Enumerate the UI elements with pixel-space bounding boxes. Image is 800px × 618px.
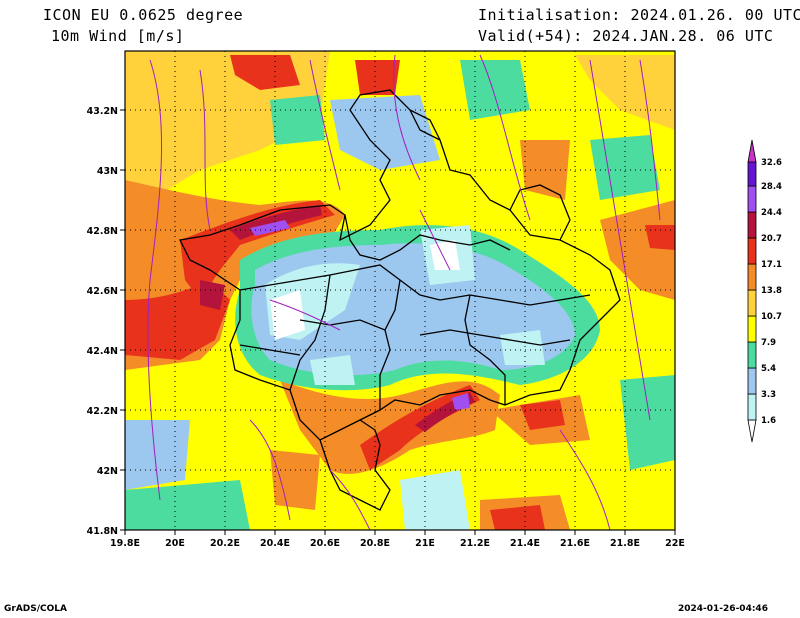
x-tick-label: 22E [665, 538, 685, 549]
x-tick-label: 20.2E [210, 538, 240, 549]
variable-title: 10m Wind [m/s] [51, 27, 185, 45]
x-tick-label: 20E [165, 538, 185, 549]
legend-low-arrow [747, 419, 757, 443]
wind-field [125, 51, 675, 530]
y-tick-label: 42.8N [87, 226, 118, 237]
legend-swatch [747, 237, 757, 265]
color-legend [747, 139, 757, 443]
y-tick-label: 42.4N [87, 346, 118, 357]
legend-swatch [747, 315, 757, 343]
legend-label: 13.8 [761, 286, 782, 296]
x-tick-label: 21.6E [560, 538, 590, 549]
legend-label: 17.1 [761, 260, 782, 270]
valid-time: Valid(+54): 2024.JAN.28. 06 UTC [478, 27, 774, 45]
legend-swatch [747, 161, 757, 187]
footer-credit: GrADS/COLA [4, 604, 67, 614]
grid-lines [125, 51, 675, 530]
x-tick-label: 21E [415, 538, 435, 549]
y-tick-label: 42.2N [87, 406, 118, 417]
legend-swatch [747, 341, 757, 369]
legend-high-arrow [747, 139, 757, 163]
legend-swatch [747, 393, 757, 421]
legend-label: 3.3 [761, 390, 776, 400]
y-tick-label: 42N [97, 466, 118, 477]
legend-swatch [747, 211, 757, 239]
country-borders [179, 89, 621, 511]
legend-swatch [747, 289, 757, 317]
init-time: Initialisation: 2024.01.26. 00 UTC [478, 6, 800, 24]
model-title: ICON EU 0.0625 degree [43, 6, 244, 24]
legend-label: 5.4 [761, 364, 776, 374]
legend-label: 10.7 [761, 312, 782, 322]
axis-ticks [120, 109, 676, 535]
legend-swatch [747, 185, 757, 213]
legend-label: 7.9 [761, 338, 776, 348]
x-tick-label: 20.8E [360, 538, 390, 549]
wind-streamlines [147, 54, 661, 530]
legend-swatch [747, 263, 757, 291]
x-tick-label: 21.4E [510, 538, 540, 549]
legend-label: 20.7 [761, 234, 782, 244]
x-tick-label: 21.2E [460, 538, 490, 549]
y-tick-label: 43.2N [87, 106, 118, 117]
x-tick-label: 21.8E [610, 538, 640, 549]
y-tick-label: 42.6N [87, 286, 118, 297]
legend-label: 28.4 [761, 182, 782, 192]
y-tick-label: 41.8N [87, 526, 118, 537]
legend-swatch [747, 367, 757, 395]
footer-timestamp: 2024-01-26-04:46 [678, 604, 768, 614]
x-tick-label: 20.6E [310, 538, 340, 549]
legend-label: 1.6 [761, 416, 776, 426]
y-tick-label: 43N [97, 166, 118, 177]
x-tick-label: 19.8E [110, 538, 140, 549]
legend-label: 32.6 [761, 158, 782, 168]
x-tick-label: 20.4E [260, 538, 290, 549]
legend-label: 24.4 [761, 208, 782, 218]
